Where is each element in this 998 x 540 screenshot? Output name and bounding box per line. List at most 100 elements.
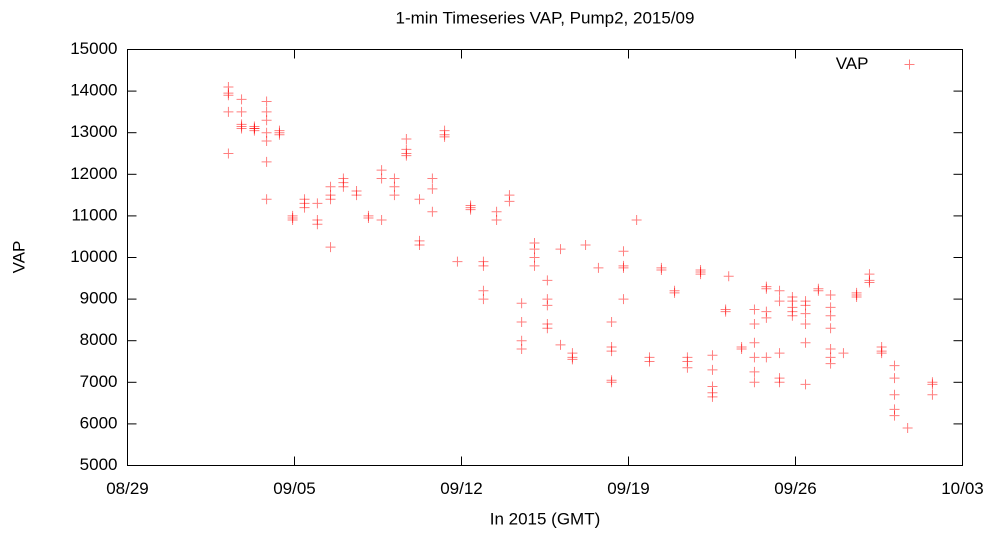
data-point — [606, 316, 617, 327]
data-point — [478, 260, 489, 271]
data-point — [261, 136, 272, 147]
data-point — [261, 156, 272, 167]
data-point — [261, 96, 272, 107]
data-point — [787, 310, 798, 321]
data-point — [774, 377, 785, 388]
data-point — [567, 354, 578, 365]
data-point — [669, 287, 680, 298]
data-point — [656, 264, 667, 275]
data-point — [800, 337, 811, 348]
data-point — [749, 337, 760, 348]
x-axis-label: In 2015 (GMT) — [490, 509, 601, 528]
data-point — [889, 373, 900, 384]
data-point — [376, 215, 387, 226]
data-point — [439, 131, 450, 142]
data-point — [749, 304, 760, 315]
data-point — [542, 275, 553, 286]
data-point — [707, 364, 718, 375]
data-point — [618, 262, 629, 273]
data-point — [401, 133, 412, 144]
data-point — [236, 106, 247, 117]
data-point — [261, 115, 272, 126]
data-point — [825, 289, 836, 300]
data-point — [813, 285, 824, 296]
data-point — [287, 210, 298, 221]
data-point — [299, 202, 310, 213]
legend-label: VAP — [836, 54, 869, 73]
data-point — [338, 181, 349, 192]
y-axis-label: VAP — [9, 241, 28, 274]
data-point — [529, 260, 540, 271]
y-tick-label: 7000 — [80, 372, 118, 391]
data-point — [414, 240, 425, 251]
data-point — [927, 389, 938, 400]
data-point — [749, 319, 760, 330]
data-point — [618, 294, 629, 305]
data-point — [825, 310, 836, 321]
data-point — [516, 344, 527, 355]
data-point — [223, 106, 234, 117]
data-point — [761, 283, 772, 294]
data-point — [223, 90, 234, 101]
data-point — [761, 352, 772, 363]
data-point — [452, 256, 463, 267]
data-point — [504, 196, 515, 207]
data-point — [749, 366, 760, 377]
data-point — [414, 194, 425, 205]
data-point — [312, 198, 323, 209]
y-tick-label: 14000 — [70, 81, 117, 100]
data-point — [864, 275, 875, 286]
plot-frame — [127, 49, 963, 466]
data-point — [682, 362, 693, 373]
data-point — [876, 346, 887, 357]
y-tick-label: 11000 — [71, 205, 117, 224]
data-point — [800, 319, 811, 330]
data-point — [889, 410, 900, 421]
data-point — [707, 391, 718, 402]
data-point — [555, 339, 566, 350]
legend-marker — [904, 59, 915, 70]
data-point — [516, 316, 527, 327]
x-tick-label: 09/19 — [607, 479, 650, 498]
data-point — [274, 127, 285, 138]
data-point — [889, 389, 900, 400]
data-point — [889, 360, 900, 371]
y-tick-label: 15000 — [70, 39, 117, 58]
data-point — [800, 308, 811, 319]
data-point — [351, 190, 362, 201]
x-tick-label: 09/05 — [273, 479, 316, 498]
y-tick-label: 12000 — [70, 164, 117, 183]
data-point — [376, 173, 387, 184]
data-point — [427, 206, 438, 217]
data-point — [644, 356, 655, 367]
chart-title: 1-min Timeseries VAP, Pump2, 2015/09 — [396, 8, 695, 27]
x-tick-label: 10/03 — [941, 479, 984, 498]
data-point — [580, 240, 591, 251]
data-point — [838, 348, 849, 359]
x-tick-label: 09/12 — [440, 479, 483, 498]
y-tick-label: 5000 — [80, 455, 118, 474]
data-point — [774, 285, 785, 296]
data-point — [593, 262, 604, 273]
data-point — [749, 352, 760, 363]
data-point — [618, 246, 629, 257]
data-point — [363, 212, 374, 223]
data-point — [542, 323, 553, 334]
data-point — [720, 304, 731, 315]
data-point — [249, 121, 260, 132]
data-point — [749, 377, 760, 388]
data-point — [516, 298, 527, 309]
data-point — [542, 300, 553, 311]
data-point — [707, 350, 718, 361]
y-tick-label: 8000 — [80, 330, 118, 349]
data-point — [223, 148, 234, 159]
y-tick-label: 9000 — [80, 289, 118, 308]
data-point — [325, 242, 336, 253]
data-point — [825, 323, 836, 334]
data-point — [427, 183, 438, 194]
data-point — [478, 294, 489, 305]
data-point — [606, 346, 617, 357]
data-point — [465, 204, 476, 215]
data-point — [774, 348, 785, 359]
